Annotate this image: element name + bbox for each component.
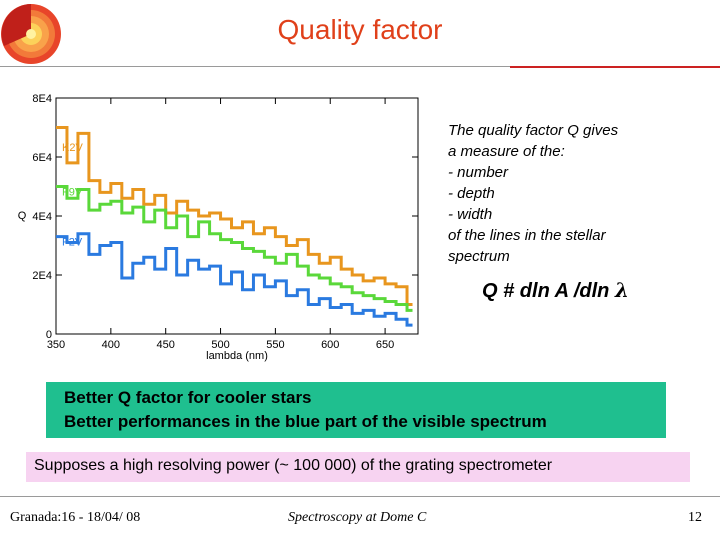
series-line-k2v (56, 126, 413, 306)
series-label-f9v: F9V (62, 186, 83, 198)
sun-logo (0, 0, 62, 72)
x-tick-label: 450 (157, 339, 175, 351)
description-line: - depth (448, 185, 495, 202)
footer-divider (0, 496, 720, 497)
title-divider (0, 66, 720, 67)
y-tick-label: 2E4 (32, 270, 52, 282)
title-accent-line (510, 66, 720, 68)
y-tick-label: 8E4 (32, 93, 52, 105)
x-tick-label: 600 (321, 339, 339, 351)
description-line: - width (448, 206, 493, 223)
highlight-box: Better Q factor for cooler stars Better … (46, 382, 666, 438)
description-line: - number (448, 164, 509, 181)
y-tick-label: 6E4 (32, 152, 52, 164)
sun-cross-section-icon (1, 4, 61, 64)
description-line: a measure of the: (448, 143, 565, 160)
description-line: of the lines in the stellar (448, 227, 606, 244)
x-tick-label: 350 (47, 339, 65, 351)
x-tick-label: 650 (376, 339, 394, 351)
series-label-k2v: K2V (62, 142, 83, 154)
y-axis-label: Q (18, 210, 27, 222)
y-tick-label: 4E4 (32, 211, 52, 223)
y-tick-label: 0 (46, 329, 52, 341)
highlight-line: Better Q factor for cooler stars (64, 388, 312, 407)
note-text: Supposes a high resolving power (~ 100 0… (34, 457, 553, 474)
quality-factor-chart: 0 2E4 4E4 6E4 8E4 350 400 450 500 550 600 650 lambda… (18, 93, 419, 362)
footer-left: Granada:16 - 18/04/ 08 (10, 510, 141, 525)
x-axis-label: lambda (nm) (206, 350, 268, 362)
x-tick-label: 400 (102, 339, 120, 351)
description-line: spectrum (448, 248, 510, 265)
series-line-f2v (56, 232, 413, 327)
plot-frame (55, 97, 419, 335)
highlight-line: Better performances in the blue part of … (64, 412, 547, 431)
formula: Q # dln A /dln λ (482, 278, 629, 303)
footer-center: Spectroscopy at Dome C (288, 510, 427, 525)
slide-title: Quality factor (277, 14, 443, 45)
lambda-symbol: λ (614, 278, 629, 302)
series-line-f9v (56, 185, 413, 312)
description: The quality factor Q gives a measure of … (448, 120, 688, 267)
x-tick-label: 500 (211, 339, 229, 351)
x-tick-label: 550 (266, 339, 284, 351)
description-line: The quality factor Q gives (448, 122, 619, 139)
series-label-f2v: F2V (62, 237, 83, 249)
formula-text: Q # dln A /dln (482, 280, 615, 302)
page-number: 12 (688, 510, 702, 525)
note-box: Supposes a high resolving power (~ 100 0… (26, 452, 690, 482)
